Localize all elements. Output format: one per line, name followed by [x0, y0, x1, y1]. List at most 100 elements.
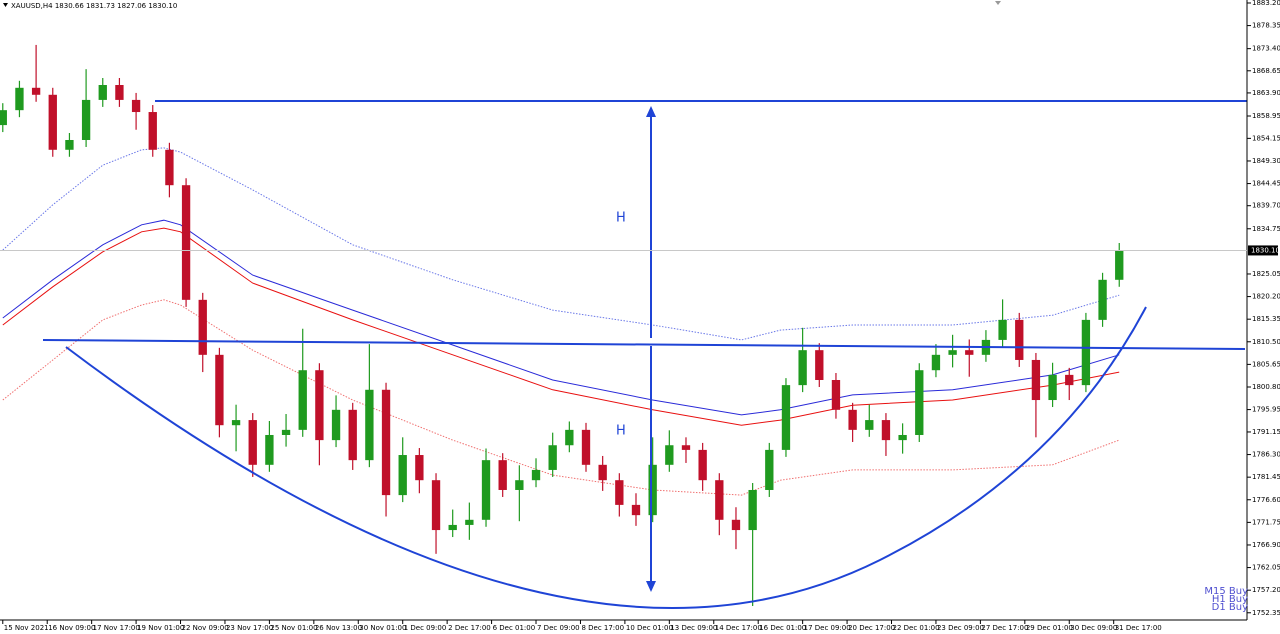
- candle-body: [781, 385, 791, 450]
- last-price-tag: [1248, 245, 1278, 256]
- candle-body: [348, 409, 357, 461]
- candle-body: [665, 445, 674, 465]
- candle-body: [365, 389, 374, 461]
- height-label: H: [616, 424, 626, 439]
- x-tick-label: 30 Dec 09:00: [1070, 624, 1117, 632]
- candle-body: [298, 370, 307, 430]
- y-tick-label: 1839.70: [1252, 202, 1280, 210]
- candle-body: [548, 445, 557, 470]
- candle-body: [1065, 374, 1074, 386]
- candle-body: [498, 460, 507, 490]
- candle-body: [1031, 359, 1041, 401]
- y-tick-label: 1844.45: [1252, 180, 1280, 188]
- candle-body: [1048, 374, 1057, 401]
- y-tick-label: 1791.15: [1252, 428, 1280, 436]
- y-tick-label: 1805.65: [1252, 360, 1280, 368]
- candle-body: [198, 299, 207, 355]
- y-tick-label: 1825.05: [1252, 270, 1280, 278]
- candle-body: [648, 464, 657, 516]
- ma-layer: [2, 147, 1120, 496]
- x-tick-label: 20 Dec 17:00: [848, 624, 895, 632]
- moving-average: [2, 219, 1120, 416]
- candle-body: [1098, 279, 1107, 320]
- candle-body: [731, 519, 741, 531]
- x-tick-label: 10 Dec 01:00: [626, 624, 673, 632]
- x-tick-label: 22 Nov 09:00: [182, 624, 229, 632]
- y-tick-label: 1781.45: [1252, 473, 1280, 481]
- x-tick-label: 22 Dec 01:00: [893, 624, 940, 632]
- candle-body: [165, 149, 174, 186]
- y-tick-label: 1810.50: [1252, 338, 1280, 346]
- x-tick-label: 19 Nov 01:00: [137, 624, 184, 632]
- y-tick-label: 1883.20: [1252, 0, 1280, 7]
- signal: H1 Buy: [1212, 594, 1248, 605]
- candle-body: [931, 354, 941, 371]
- x-tick-label: 17 Dec 09:00: [804, 624, 851, 632]
- y-tick-label: 1795.95: [1252, 406, 1280, 414]
- candle-body: [748, 489, 757, 531]
- y-tick-label: 1786.30: [1252, 451, 1280, 459]
- x-tick-label: 16 Nov 09:00: [48, 624, 95, 632]
- y-tick-label: 1800.80: [1252, 383, 1280, 391]
- x-tick-label: 14 Dec 17:00: [715, 624, 762, 632]
- x-tick-label: 17 Nov 17:00: [93, 624, 140, 632]
- candle-body: [831, 379, 841, 410]
- candle-body: [81, 99, 91, 140]
- candle-body: [715, 480, 724, 520]
- candle-body: [448, 524, 457, 531]
- y-tick-label: 1834.75: [1252, 225, 1280, 233]
- moving-average: [2, 147, 1120, 341]
- y-tick-label: 1873.40: [1252, 45, 1280, 53]
- candle-body: [265, 434, 274, 465]
- candle-body: [31, 87, 41, 95]
- candle-body: [331, 409, 341, 441]
- candle-body: [798, 350, 807, 386]
- candle-body: [148, 112, 157, 150]
- candle-body: [1115, 250, 1124, 280]
- candle-body: [598, 464, 607, 481]
- y-tick-label: 1752.35: [1252, 609, 1280, 617]
- candle-body: [48, 94, 57, 150]
- candle-body: [1081, 319, 1091, 386]
- y-tick-label: 1878.35: [1252, 22, 1280, 30]
- y-tick-label: 1854.15: [1252, 134, 1280, 142]
- y-tick-label: 1757.20: [1252, 586, 1280, 594]
- x-tick-label: 7 Dec 09:00: [537, 624, 580, 632]
- x-tick-label: 26 Nov 13:00: [315, 624, 362, 632]
- y-tick-label: 1849.30: [1252, 157, 1280, 165]
- candle-body: [631, 504, 641, 516]
- candle-body: [15, 87, 24, 111]
- candle-body: [948, 350, 957, 355]
- drawings: [42, 100, 1247, 609]
- x-tick-label: 16 Dec 01:00: [759, 624, 806, 632]
- x-tick-label: 31 Dec 17:00: [1115, 624, 1162, 632]
- height-label: H: [616, 211, 626, 226]
- candle-body: [281, 429, 291, 435]
- candle-body: [315, 370, 324, 441]
- candle-body: [65, 139, 74, 150]
- candle-body: [515, 480, 524, 490]
- candles: [0, 44, 1124, 607]
- candle-body: [848, 409, 857, 430]
- candle-body: [681, 445, 691, 450]
- candle-body: [215, 354, 224, 426]
- candle-body: [248, 420, 257, 465]
- candle-body: [998, 319, 1007, 340]
- candle-body: [131, 99, 141, 113]
- y-tick-label: 1771.75: [1252, 518, 1280, 526]
- candle-body: [115, 85, 124, 100]
- x-tick-label: 27 Dec 17:00: [981, 624, 1028, 632]
- moving-average: [2, 227, 1120, 426]
- menu-arrow: [3, 3, 8, 7]
- x-tick-label: 29 Dec 01:00: [1026, 624, 1073, 632]
- x-tick-label: 23 Dec 09:00: [937, 624, 984, 632]
- candle-body: [231, 420, 241, 426]
- chart-title: XAUUSD,H4 1830.66 1831.73 1827.06 1830.1…: [11, 2, 177, 10]
- candle-body: [415, 455, 424, 481]
- y-tick-label: 1776.60: [1252, 496, 1280, 504]
- signal: M15 Buy: [1204, 586, 1248, 597]
- candle-body: [565, 429, 574, 446]
- candle-body: [698, 449, 707, 481]
- candle-body: [898, 434, 907, 441]
